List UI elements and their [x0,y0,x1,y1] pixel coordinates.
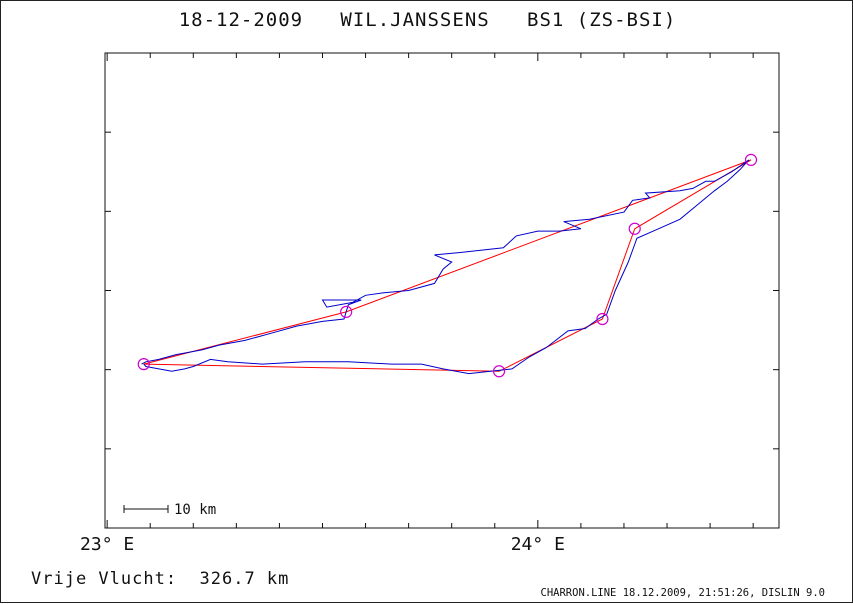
flight-track-line [141,159,750,375]
y-ticks [105,131,779,450]
turnpoint-marker [628,222,641,235]
x-ticks: 23° E 24° E [80,53,754,555]
turnpoint-layer [137,153,758,378]
x-tick-label: 23° E [80,534,134,555]
turnpoint-marker [492,365,506,378]
track-layer [141,159,750,375]
turnpoint-marker [744,153,758,166]
scale-bar: 10 km [123,502,216,518]
footer-credit: CHARRON.LINE 18.12.2009, 21:51:26, DISLI… [540,587,825,599]
turnpoint-marker [137,358,150,371]
turnpoint-marker [340,305,353,318]
x-tick-label: 24° E [511,534,565,555]
turnpoint-marker [596,312,609,326]
chart-title: 18-12-2009 WIL.JANSSENS BS1 (ZS-BSI) [178,9,677,31]
free-flight-distance: Vrije Vlucht: 326.7 km [31,569,290,589]
plot-frame [104,52,780,529]
scale-bar-label: 10 km [174,502,216,518]
